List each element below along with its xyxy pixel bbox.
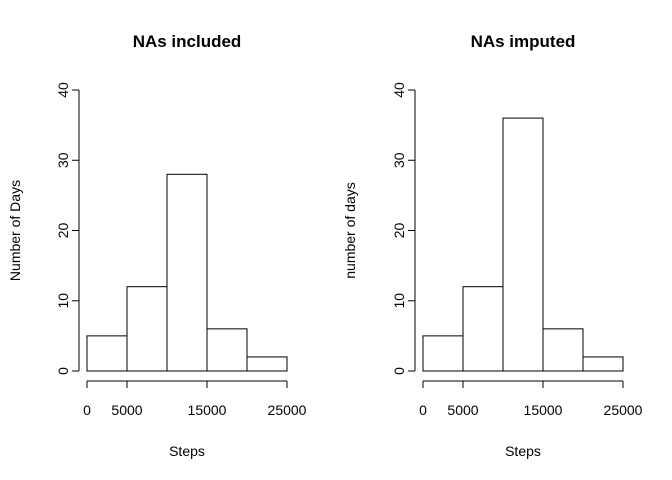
- y-tick-label: 20: [55, 223, 71, 239]
- histogram-bar: [582, 356, 624, 372]
- histogram-bar: [542, 328, 584, 372]
- histogram-bar: [502, 117, 544, 372]
- y-tick-label: 20: [391, 223, 407, 239]
- y-tick-label: 0: [391, 367, 407, 375]
- histogram-bar: [462, 286, 504, 372]
- x-tick-label: 25000: [604, 402, 643, 418]
- y-tick-label: 30: [391, 152, 407, 168]
- x-tick-label: 0: [419, 402, 427, 418]
- y-tick-label: 30: [55, 152, 71, 168]
- chart-title: NAs imputed: [471, 32, 576, 51]
- x-tick-label: 15000: [188, 402, 227, 418]
- histogram-bar: [422, 335, 464, 372]
- histogram-bar: [166, 173, 208, 372]
- x-tick-label: 5000: [447, 402, 478, 418]
- x-tick-label: 5000: [111, 402, 142, 418]
- y-tick-label: 40: [391, 82, 407, 98]
- y-axis-label: number of days: [342, 182, 358, 279]
- y-tick-label: 10: [55, 293, 71, 309]
- histogram-bar: [86, 335, 128, 372]
- x-axis-label: Steps: [169, 443, 205, 459]
- x-tick-label: 15000: [524, 402, 563, 418]
- histogram-bar: [126, 286, 168, 372]
- y-tick-label: 10: [391, 293, 407, 309]
- y-tick-label: 0: [55, 367, 71, 375]
- x-tick-label: 25000: [268, 402, 307, 418]
- y-axis-label: Number of Days: [7, 180, 23, 281]
- x-axis-label: Steps: [505, 443, 541, 459]
- histogram-bar: [246, 356, 288, 372]
- y-tick-label: 40: [55, 82, 71, 98]
- histogram-bar: [206, 328, 248, 372]
- x-tick-label: 0: [83, 402, 91, 418]
- chart-title: NAs included: [133, 32, 242, 51]
